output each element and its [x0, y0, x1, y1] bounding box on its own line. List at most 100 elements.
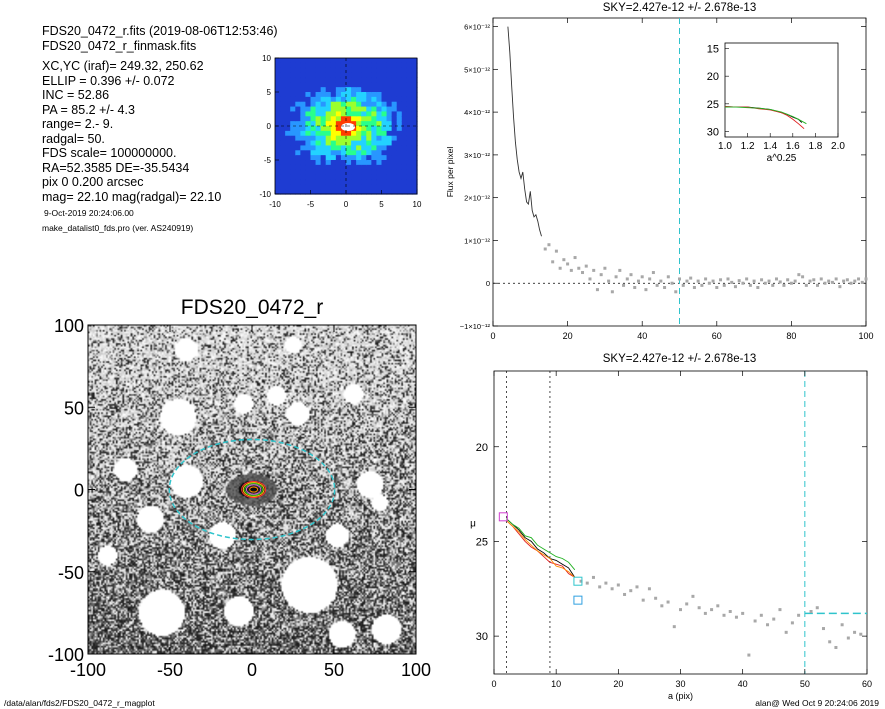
contour-cell — [371, 179, 378, 185]
flux-point — [756, 286, 760, 289]
contour-cell — [411, 111, 418, 117]
contour-cell — [381, 140, 388, 147]
contour-cell — [391, 87, 398, 93]
contour-cell — [391, 62, 398, 69]
contour-cell — [386, 82, 393, 88]
contour-cell — [275, 72, 281, 79]
contour-ytick-label: 10 — [262, 54, 271, 63]
contour-cell — [300, 184, 307, 190]
contour-ytick-label: 0 — [267, 122, 272, 131]
contour-cell — [295, 140, 301, 147]
contour-cell — [361, 169, 367, 176]
contour-cell — [320, 140, 327, 147]
contour-cell — [340, 82, 347, 88]
contour-cell — [396, 106, 403, 113]
contour-cell — [325, 106, 332, 113]
contour-cell — [371, 169, 378, 176]
contour-cell — [335, 179, 342, 185]
contour-cell — [295, 160, 301, 166]
contour-cell — [290, 189, 296, 195]
contour-cell — [305, 169, 312, 176]
flux-point — [812, 278, 816, 282]
contour-cell — [351, 189, 357, 195]
inset-xtick-label: 1.0 — [718, 141, 732, 152]
mu-point — [747, 653, 751, 657]
flux-xtick-label: 100 — [858, 331, 873, 340]
flux-point — [849, 281, 853, 285]
contour-cell — [406, 92, 413, 98]
param-ellip: ELLIP = 0.396 +/- 0.072 — [42, 73, 175, 88]
contour-cell — [290, 72, 296, 79]
contour-cell — [376, 101, 383, 108]
flux-point — [745, 277, 749, 281]
contour-cell — [300, 72, 307, 79]
mu-point — [728, 610, 732, 614]
param-range: range= 2.- 9. — [42, 117, 114, 131]
contour-cell — [300, 116, 307, 122]
contour-cell — [315, 135, 322, 142]
contour-cell — [315, 145, 322, 151]
contour-cell — [381, 160, 388, 166]
param-pa: PA = 85.2 +/- 4.3 — [42, 102, 135, 117]
contour-cell — [280, 101, 286, 108]
contour-cell — [406, 164, 413, 171]
flux-point — [569, 268, 573, 272]
contour-cell — [335, 121, 342, 127]
contour-cell — [361, 126, 367, 132]
mu-point — [585, 581, 589, 585]
contour-cell — [310, 77, 317, 83]
contour-cell — [300, 96, 307, 103]
flux-point — [648, 277, 652, 281]
contour-cell — [335, 140, 342, 147]
flux-point — [842, 279, 846, 283]
contour-cell — [361, 101, 367, 108]
flux-point — [584, 264, 588, 268]
contour-cell — [280, 189, 286, 195]
contour-cell — [411, 87, 418, 93]
contour-cell — [295, 121, 301, 127]
contour-cell — [406, 189, 413, 195]
flux-ytick-label: 2×10⁻¹² — [464, 194, 490, 203]
contour-cell — [290, 169, 296, 176]
contour-cell — [406, 140, 413, 147]
contour-cell — [376, 106, 383, 113]
contour-cell — [376, 62, 383, 69]
mu-point — [654, 596, 658, 600]
mu-point — [666, 600, 670, 604]
contour-cell — [305, 184, 312, 190]
image-ytick-label: -100 — [48, 645, 84, 665]
contour-cell — [396, 126, 403, 132]
contour-cell — [346, 155, 352, 161]
contour-cell — [366, 87, 372, 93]
flux-point — [651, 271, 655, 275]
contour-cell — [386, 164, 393, 171]
contour-cell — [290, 179, 296, 185]
contour-cell — [356, 169, 362, 176]
contour-cell — [310, 179, 317, 185]
contour-cell — [386, 179, 393, 185]
contour-cell — [290, 116, 296, 122]
contour-cell — [325, 101, 332, 108]
contour-cell — [391, 130, 398, 137]
contour-cell — [340, 77, 347, 83]
contour-cell — [335, 106, 342, 113]
contour-cell — [295, 77, 301, 83]
contour-cell — [285, 164, 291, 171]
contour-cell — [371, 62, 378, 69]
contour-cell — [290, 62, 296, 69]
flux-ytick-label: 6×10⁻¹² — [464, 23, 490, 32]
contour-cell — [396, 145, 403, 151]
contour-cell — [401, 116, 408, 122]
contour-cell — [396, 96, 403, 103]
contour-cell — [401, 126, 408, 132]
contour-cell — [315, 130, 322, 137]
contour-cell — [371, 111, 378, 117]
contour-cell — [386, 189, 393, 195]
contour-cell — [386, 72, 393, 79]
contour-cell — [411, 126, 418, 132]
contour-cell — [280, 174, 286, 181]
mu-point — [660, 604, 664, 608]
contour-cell — [325, 58, 332, 64]
mu-point — [672, 625, 676, 629]
contour-cell — [391, 58, 398, 64]
